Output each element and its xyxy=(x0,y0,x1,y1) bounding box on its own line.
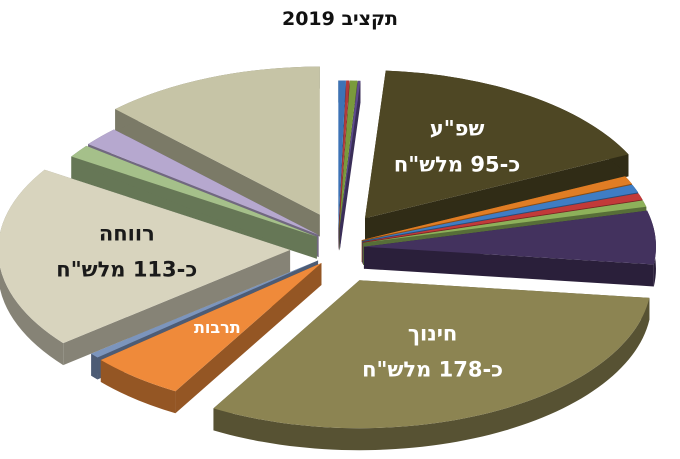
pie-slice-top-7 xyxy=(362,193,643,242)
pie-slice-top-1 xyxy=(338,80,350,229)
pie-slice-11 xyxy=(100,263,322,414)
pie-slice-9 xyxy=(363,210,656,287)
pie-slice-4 xyxy=(365,70,629,241)
pie-slice-top-12 xyxy=(91,260,319,358)
pie-slice-top-4 xyxy=(365,70,629,219)
pie-slice-3 xyxy=(339,80,361,251)
pie-slices xyxy=(0,66,656,451)
slice-value-label-13: כ-113 מלש"ח xyxy=(56,257,197,281)
pie-slice-wall-4 xyxy=(365,154,629,241)
slice-label-11: תרבות xyxy=(194,318,241,337)
slice-value-label-4: כ-95 מלש"ח xyxy=(394,153,520,177)
pie-slice-top-11 xyxy=(100,263,322,392)
pie-slice-14 xyxy=(71,145,317,259)
pie-slice-rim-11 xyxy=(100,360,176,414)
chart-title: תקציב 2019 xyxy=(282,8,398,30)
pie-slice-16 xyxy=(115,66,320,237)
pie-slice-top-13 xyxy=(0,169,291,344)
slice-label-13: רווחה xyxy=(99,221,155,245)
pie-slice-top-10 xyxy=(213,280,650,429)
pie-labels: שפ"ע כ-95 מלש"ח חינוך כ-178 מלש"ח תרבות רווחה… xyxy=(56,117,520,382)
pie-slice-rim-12 xyxy=(91,353,98,380)
slice-value-label-10: כ-178 מלש"ח xyxy=(362,357,503,381)
pie-slice-top-5 xyxy=(361,176,632,241)
slice-label-10: חינוך xyxy=(408,321,457,345)
pie-slice-top-15 xyxy=(88,129,319,236)
pie-slice-wall-3 xyxy=(339,80,361,251)
pie-slice-top-6 xyxy=(362,184,639,242)
pie-slice-rim-10 xyxy=(213,297,650,451)
pie-slice-13 xyxy=(0,169,291,366)
pie-slice-top-16 xyxy=(115,66,320,215)
pie-slice-top-9 xyxy=(363,210,656,265)
pie-slice-top-14 xyxy=(71,145,317,237)
pie-slice-top-3 xyxy=(339,80,361,229)
slice-label-4: שפ"ע xyxy=(430,117,485,141)
pie-slice-top-0 xyxy=(338,80,346,229)
pie-slice-wall-9 xyxy=(363,246,654,287)
pie-slice-10 xyxy=(213,280,650,451)
pie-slice-top-8 xyxy=(363,200,647,243)
pie-slice-wall-16 xyxy=(115,109,320,237)
pie-slice-wall-13 xyxy=(63,249,291,366)
pie-slice-top-2 xyxy=(339,80,358,229)
